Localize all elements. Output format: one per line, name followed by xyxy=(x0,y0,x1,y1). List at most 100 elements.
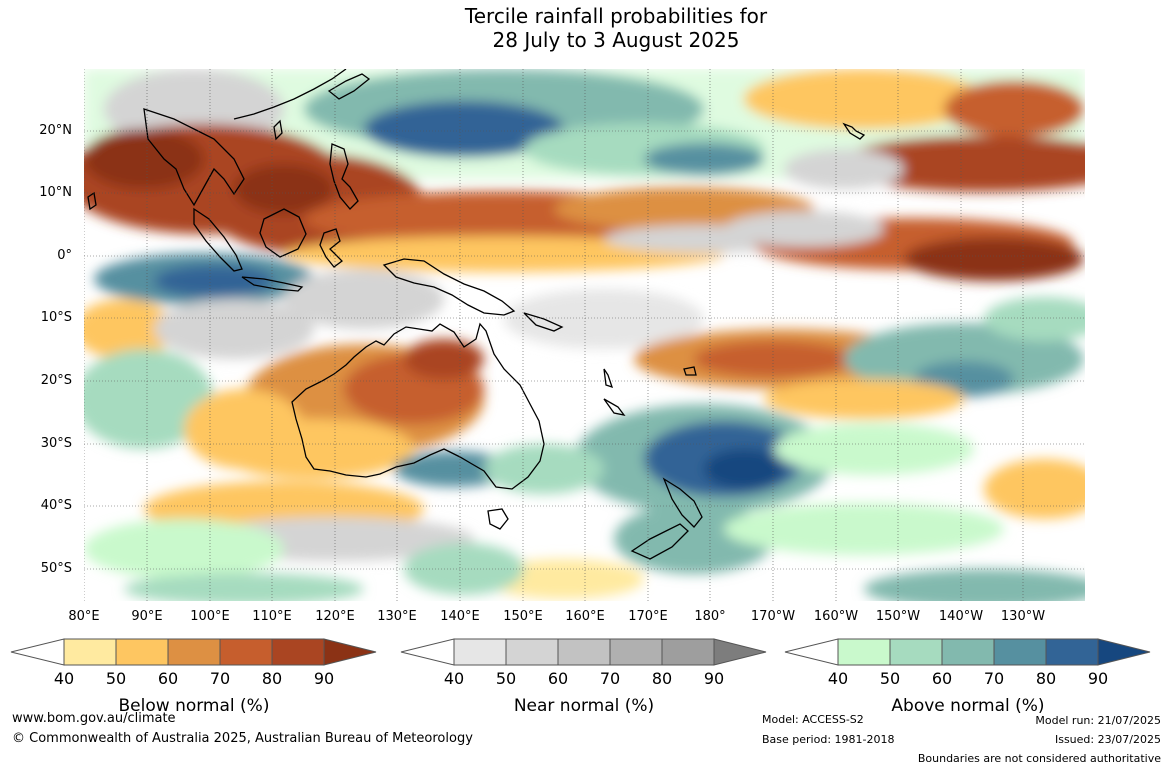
colorbar-near-normal-segment xyxy=(400,638,455,666)
sumatra-outline xyxy=(193,207,243,272)
hawaii-outline xyxy=(842,122,866,140)
colorbar-near-normal xyxy=(400,638,767,666)
colorbar-near-normal-segment xyxy=(713,638,767,666)
colorbar-near-normal-tick: 90 xyxy=(703,669,725,688)
boundaries-disclaimer: Boundaries are not considered authoritat… xyxy=(917,752,1161,765)
rainfall-probability-map xyxy=(84,69,1085,601)
new-zealand-north-outline xyxy=(662,477,703,528)
lon-label-130w: 130°W xyxy=(1000,609,1046,624)
colorbar-near-normal-segment xyxy=(661,638,715,666)
lon-label-150e: 150°E xyxy=(503,609,543,624)
lon-label-170w: 170°W xyxy=(750,609,796,624)
lat-label-40s: 40°S xyxy=(40,498,72,513)
colorbar-below-normal-tick: 40 xyxy=(53,669,75,688)
model-run-date: Model run: 21/07/2025 xyxy=(1035,714,1161,727)
lon-label-80e: 80°E xyxy=(68,609,100,624)
lat-label-30s: 30°S xyxy=(40,436,72,451)
colorbar-near-normal-tick: 80 xyxy=(651,669,673,688)
mainland-asia-outline xyxy=(143,108,245,207)
lon-label-130e: 130°E xyxy=(377,609,417,624)
colorbar-above-normal-segment xyxy=(837,638,891,666)
colorbar-below-normal-segment xyxy=(167,638,221,666)
lon-label-90e: 90°E xyxy=(131,609,163,624)
lat-label-10n: 10°N xyxy=(39,185,72,200)
new-caledonia-outline xyxy=(603,398,626,416)
lon-label-140w: 140°W xyxy=(938,609,984,624)
fiji-outline xyxy=(683,366,697,376)
borneo-outline xyxy=(259,208,307,258)
website-link[interactable]: www.bom.gov.au/climate xyxy=(12,711,176,726)
australia-outline xyxy=(291,322,545,490)
java-outline xyxy=(241,276,304,292)
coastlines xyxy=(87,69,866,560)
sulawesi-outline xyxy=(319,228,343,268)
colorbar-near-normal-tick: 40 xyxy=(443,669,465,688)
colorbar-below-normal-segment xyxy=(63,638,117,666)
colorbar-above-normal-segment xyxy=(784,638,839,666)
philippines-outline xyxy=(329,143,359,210)
colorbar-below-normal-segment xyxy=(323,638,377,666)
colorbar-near-normal-segment xyxy=(609,638,663,666)
japan-outline xyxy=(327,73,371,100)
lon-label-170e: 170°E xyxy=(628,609,668,624)
colorbar-above-normal-segment xyxy=(889,638,943,666)
map-title: Tercile rainfall probabilities for 28 Ju… xyxy=(0,4,1173,52)
colorbar-above-normal-segment xyxy=(993,638,1047,666)
colorbar-near-normal-tick: 70 xyxy=(599,669,621,688)
lon-label-160w: 160°W xyxy=(813,609,859,624)
lat-label-20s: 20°S xyxy=(40,373,72,388)
colorbar-near-normal-segment xyxy=(453,638,507,666)
lon-label-160e: 160°E xyxy=(565,609,605,624)
colorbar-near-normal-segment xyxy=(505,638,559,666)
colorbar-below-normal-segment xyxy=(219,638,273,666)
copyright-text: © Commonwealth of Australia 2025, Austra… xyxy=(12,731,473,746)
colorbar-above-normal xyxy=(784,638,1151,666)
lat-label-10s: 10°S xyxy=(40,310,72,325)
colorbar-near-normal-segment xyxy=(557,638,611,666)
new-zealand-south-outline xyxy=(630,523,689,560)
lon-label-120e: 120°E xyxy=(315,609,355,624)
lon-label-150w: 150°W xyxy=(875,609,921,624)
new-guinea-outline xyxy=(382,258,516,316)
lon-label-140e: 140°E xyxy=(440,609,480,624)
lon-label-100e: 100°E xyxy=(190,609,230,624)
gridlines xyxy=(84,69,1085,601)
colorbar-above-normal-tick: 60 xyxy=(931,669,953,688)
colorbar-below-normal-tick: 70 xyxy=(209,669,231,688)
issued-date: Issued: 23/07/2025 xyxy=(1054,733,1161,746)
colorbar-below-normal-tick: 80 xyxy=(261,669,283,688)
map-title-line-1: Tercile rainfall probabilities for xyxy=(464,4,768,28)
colorbar-above-normal-segment xyxy=(1097,638,1151,666)
map-title-line-2: 28 July to 3 August 2025 xyxy=(492,28,740,52)
model-name: Model: ACCESS-S2 xyxy=(762,713,864,726)
lat-label-50s: 50°S xyxy=(40,561,72,576)
colorbar-below-normal-tick: 50 xyxy=(105,669,127,688)
map-canvas xyxy=(84,69,1085,601)
colorbar-above-normal-segments xyxy=(784,638,1151,666)
colorbar-below-normal-segments xyxy=(10,638,377,666)
lon-label-110e: 110°E xyxy=(252,609,292,624)
colorbar-above-normal-segment xyxy=(1045,638,1099,666)
colorbar-below-normal-title: Below normal (%) xyxy=(118,696,270,716)
colorbar-near-normal-tick: 50 xyxy=(495,669,517,688)
colorbar-above-normal-segment xyxy=(941,638,995,666)
probability-field xyxy=(84,69,1085,601)
taiwan-outline xyxy=(273,119,283,141)
colorbar-near-normal-tick: 60 xyxy=(547,669,569,688)
colorbar-above-normal-title: Above normal (%) xyxy=(891,696,1045,716)
colorbar-above-normal-tick: 90 xyxy=(1087,669,1109,688)
china-coast-outline xyxy=(233,69,347,120)
colorbar-above-normal-tick: 80 xyxy=(1035,669,1057,688)
lat-label-20n: 20°N xyxy=(39,123,72,138)
sri-lanka-outline xyxy=(87,191,97,211)
vanuatu-outline xyxy=(603,368,614,389)
colorbar-above-normal-tick: 50 xyxy=(879,669,901,688)
colorbar-below-normal-tick: 60 xyxy=(157,669,179,688)
colorbar-below-normal xyxy=(10,638,377,666)
colorbar-below-normal-segment xyxy=(115,638,169,666)
colorbar-above-normal-tick: 40 xyxy=(827,669,849,688)
colorbar-above-normal-tick: 70 xyxy=(983,669,1005,688)
base-period: Base period: 1981-2018 xyxy=(762,733,895,746)
colorbar-below-normal-segment xyxy=(271,638,325,666)
tasmania-outline xyxy=(487,508,509,530)
